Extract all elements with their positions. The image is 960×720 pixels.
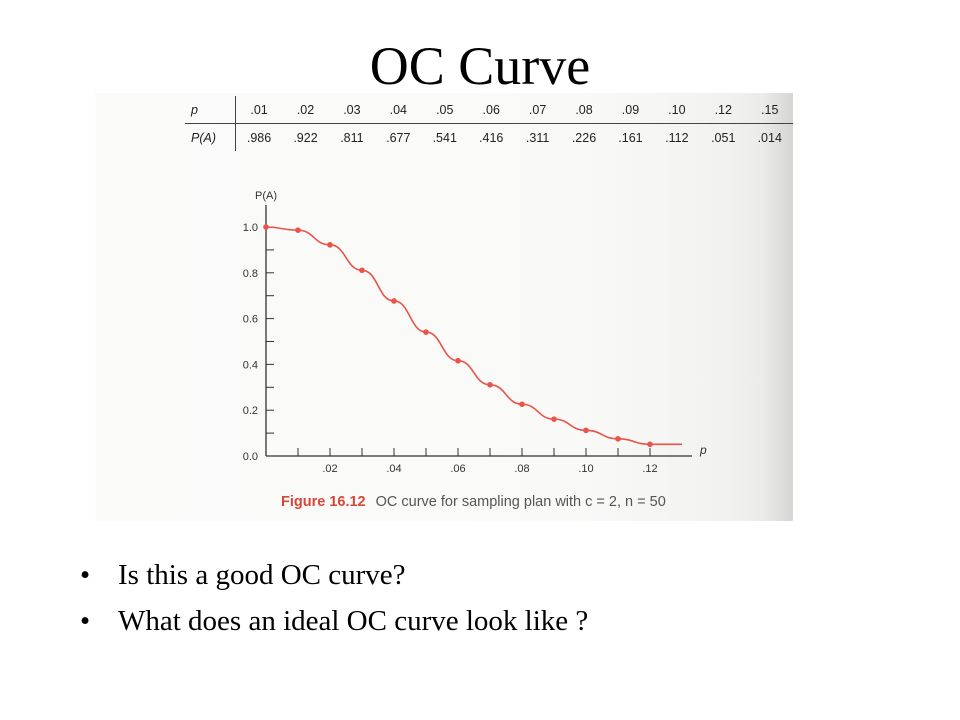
x-tick-label: .08 <box>514 463 529 475</box>
data-point <box>615 436 621 442</box>
table-cell: .05 <box>421 96 468 124</box>
data-point <box>647 441 653 448</box>
x-axis-label: p <box>699 443 707 457</box>
y-tick-label: 0.8 <box>243 268 258 280</box>
y-tick-label: 0.2 <box>243 405 258 417</box>
data-point <box>583 427 589 434</box>
x-tick-label: .10 <box>578 463 593 475</box>
bullet-item: • Is this a good OC curve? <box>80 552 588 598</box>
bullet-text: What does an ideal OC curve look like ? <box>118 605 589 637</box>
y-tick-label: 0.4 <box>243 359 258 371</box>
data-point <box>455 357 461 364</box>
table-cell: .416 <box>479 130 504 145</box>
data-point <box>423 329 429 335</box>
table-cell: .226 <box>571 130 597 145</box>
data-point <box>519 401 525 408</box>
data-point <box>359 267 365 274</box>
data-point <box>391 298 397 304</box>
x-tick-label: .12 <box>642 463 657 475</box>
table-cell: .01 <box>235 96 283 124</box>
page-edge-shadow <box>763 93 793 521</box>
table-cell: .02 <box>282 96 329 124</box>
row-header-p: p <box>185 96 236 124</box>
bullet-dot: • <box>80 605 91 637</box>
table-cell: .12 <box>700 96 747 124</box>
table-cell: .986 <box>246 130 272 145</box>
table-cell: .06 <box>467 96 515 124</box>
table-cell: .15 <box>746 96 793 124</box>
y-tick-label: 0.0 <box>243 451 258 463</box>
oc-curve-line <box>265 226 682 446</box>
table-cell: .811 <box>340 130 364 145</box>
slide-title: OC Curve <box>369 36 591 96</box>
x-tick-label: .02 <box>322 463 337 475</box>
table-cell: .08 <box>560 96 608 124</box>
table-cell: .014 <box>757 130 782 145</box>
data-point <box>263 224 269 230</box>
y-axis-label: P(A) <box>255 190 277 202</box>
figure-caption: Figure 16.12 OC curve for sampling plan w… <box>281 494 666 510</box>
data-point <box>295 227 301 234</box>
caption-figure-number: Figure 16.12 <box>281 494 366 510</box>
bullet-list: • Is this a good OC curve? • What does an … <box>80 552 588 644</box>
bullet-item: • What does an ideal OC curve look like ? <box>80 598 588 644</box>
table-cell: .161 <box>618 130 643 145</box>
oc-curve-chart: 0.0 0.2 0.4 0.6 0.8 1.0 .02 .04 .06 .08 .10 .12 P(A)… <box>243 190 707 475</box>
table-cell: .677 <box>386 130 411 145</box>
y-tick-label: 1.0 <box>243 222 258 234</box>
table-row-p: p .01 .02 .03 .04 .05 .06 .07 .08 .09 .1… <box>185 96 793 124</box>
y-tick-label: 0.6 <box>243 314 258 326</box>
row-header-pa: P(A) <box>185 123 236 151</box>
table-cell: .03 <box>328 96 376 124</box>
table-row-pa: P(A) .986 .922 .811 .677 .541 .416 .311 … <box>185 123 793 151</box>
x-tick-label: .04 <box>386 463 401 475</box>
probability-table: p .01 .02 .03 .04 .05 .06 .07 .08 .09 .1… <box>185 96 793 151</box>
table-cell: .04 <box>375 96 422 124</box>
table-cell: .051 <box>711 130 736 145</box>
table-cell: .09 <box>607 96 654 124</box>
table-cell: .112 <box>665 130 689 145</box>
data-point <box>327 242 333 248</box>
x-tick-label: .06 <box>450 463 465 475</box>
caption-text: OC curve for sampling plan with c = 2, n… <box>375 494 666 510</box>
textbook-figure: p .01 .02 .03 .04 .05 .06 .07 .08 .09 .1… <box>95 93 793 521</box>
data-point <box>487 381 493 388</box>
table-cell: .07 <box>514 96 561 124</box>
data-point <box>551 416 557 422</box>
bullet-text: Is this a good OC curve? <box>118 559 406 591</box>
table-cell: .541 <box>432 130 457 145</box>
table-cell: .311 <box>525 130 550 145</box>
table-cell: .922 <box>293 130 318 145</box>
bullet-dot: • <box>80 559 91 591</box>
table-cell: .10 <box>653 96 701 124</box>
